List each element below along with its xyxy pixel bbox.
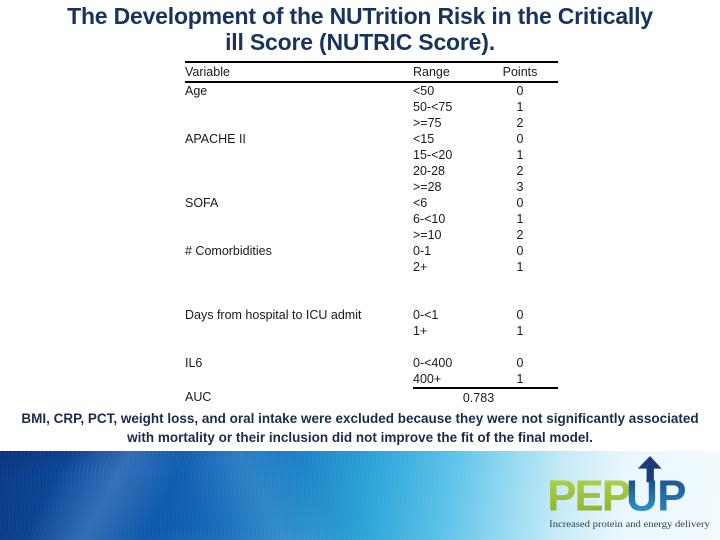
column-header-points: Points [500,61,558,83]
logo-letter-p: P [657,472,686,521]
cell-range: 0-1 [413,244,432,258]
cell-range: 20-28 [413,164,445,178]
column-header-range: Range [413,61,500,83]
table-row: >=75 2 [185,115,558,131]
cell-variable [185,259,413,275]
table-row: APACHE II <15 0 [185,131,558,147]
cell-range: 1+ [413,324,428,338]
cell-blank [185,275,558,291]
table-row: 15-<20 1 [185,147,558,163]
table-row: SOFA <6 0 [185,195,558,211]
cell-variable [185,163,413,179]
table-row: AUC 0.783 [185,388,558,406]
logo-letter-u: U [626,472,658,521]
cell-range: >=10 [413,228,442,242]
cell-points: 2 [516,116,524,130]
bottom-banner: PEP U P Increased protein and energy del… [0,451,720,540]
cell-range: 15-<20 [413,148,453,162]
slide-title-line-2: ill Score (NUTRIC Score). [225,29,495,55]
banner-swoosh-decoration [0,451,720,540]
slide-title: The Development of the NUTrition Risk in… [0,3,720,55]
cell-variable: IL6 [185,356,203,370]
table-row: >=10 2 [185,227,558,243]
logo-tagline: Increased protein and energy delivery [549,519,710,530]
table-header-row: Variable Range Points [185,61,558,83]
cell-variable [185,211,413,227]
cell-points: 2 [516,164,524,178]
cell-range: <50 [413,84,435,98]
table-row: # Comorbidities 0-1 0 [185,243,558,259]
cell-variable: # Comorbidities [185,244,272,258]
cell-blank [185,339,558,355]
cell-points: 0 [516,356,524,370]
cell-range: <15 [413,132,435,146]
table-row: >=28 3 [185,179,558,195]
cell-points: 3 [516,180,524,194]
table-row: Age <50 0 [185,82,558,99]
cell-range: 0-<400 [413,356,453,370]
cell-points: 2 [516,228,524,242]
table-row: 1+ 1 [185,323,558,339]
cell-points: 1 [516,148,524,162]
cell-variable: Days from hospital to ICU admit [185,308,362,322]
cell-range: >=75 [413,116,442,130]
cell-range: 0-<1 [413,308,439,322]
cell-range: 400+ [413,371,500,389]
cell-points: 0 [516,308,524,322]
cell-auc-value: 0.783 [462,390,495,405]
footnote: BMI, CRP, PCT, weight loss, and oral int… [0,410,720,447]
cell-variable: APACHE II [185,132,246,146]
table-body: Age <50 0 50-<75 1 >=75 2 APACHE II <15 0 15-<20 1 2… [185,82,558,406]
cell-points: 1 [500,371,558,389]
cell-variable [185,371,413,388]
pepup-logo: PEP U P Increased protein and energy del… [548,456,710,530]
table-row [185,275,558,291]
table-row: IL6 0-<400 0 [185,355,558,371]
cell-variable [185,323,413,339]
cell-points: 0 [516,84,524,98]
cell-points: 0 [516,244,524,258]
table-row: 400+ 1 [185,371,558,389]
cell-points: 1 [516,212,524,226]
nutric-score-table: Variable Range Points Age <50 0 50-<75 1 >=75… [185,61,558,406]
column-header-variable: Variable [185,61,413,83]
table-row: 20-28 2 [185,163,558,179]
cell-variable [185,115,413,131]
table-row: Days from hospital to ICU admit 0-<1 0 [185,307,558,323]
cell-range: 2+ [413,260,428,274]
cell-variable: Age [185,84,208,98]
cell-variable [185,227,413,243]
cell-variable [185,147,413,163]
table-row [185,291,558,307]
footnote-line-2: with mortality or their inclusion did no… [127,429,593,445]
cell-variable [185,179,413,195]
slide-title-line-1: The Development of the NUTrition Risk in… [67,3,653,29]
cell-range: <6 [413,196,428,210]
table-row: 6-<10 1 [185,211,558,227]
cell-blank [185,291,558,307]
cell-variable: AUC [185,390,212,404]
cell-range: 50-<75 [413,100,453,114]
cell-variable: SOFA [185,196,219,210]
cell-points: 1 [516,100,524,114]
cell-range: 6-<10 [413,212,446,226]
cell-points: 1 [516,324,524,338]
cell-points: 0 [516,132,524,146]
table-row: 2+ 1 [185,259,558,275]
footnote-line-1: BMI, CRP, PCT, weight loss, and oral int… [21,411,699,426]
cell-range: >=28 [413,180,442,194]
cell-points: 0 [516,196,524,210]
up-arrow-icon [637,456,662,483]
cell-points: 1 [516,260,524,274]
cell-variable [185,99,413,115]
table-row [185,339,558,355]
logo-text-pep: PEP [548,472,630,521]
table-row: 50-<75 1 [185,99,558,115]
banner-shade-decoration [0,451,720,540]
